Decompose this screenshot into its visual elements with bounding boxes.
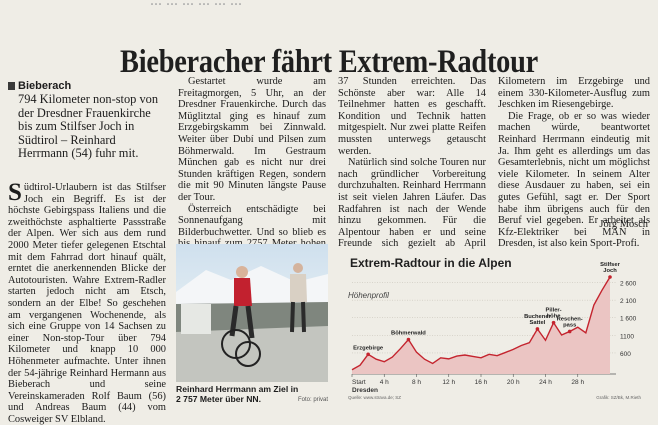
y-tick-label: 600 — [620, 351, 631, 358]
profile-area — [352, 277, 610, 374]
column-3: 37 Stunden erreichten. Das Schönste aber… — [338, 76, 486, 273]
annotation-label: Böhmerwald — [391, 331, 426, 337]
dateline: Bieberach — [8, 80, 71, 92]
column-4-paragraph-2: Die Frage, ob er so was wieder machen wü… — [498, 110, 650, 250]
column-4-paragraph-1: Kilometern im Erzgebirge und einem 330-K… — [498, 76, 650, 111]
annotation-label: Piller-höhe — [546, 308, 562, 320]
headline: Bieberacher fährt Extrem-Radtour — [120, 44, 538, 81]
caption-line-1: Reinhard Herrmann am Ziel in — [176, 384, 299, 394]
x-tick-label: Start — [352, 379, 366, 386]
y-tick-label: 2 100 — [620, 298, 637, 305]
column-2-paragraph-1: Gestartet wurde am Freitagmorgen, 5 Uhr,… — [178, 76, 326, 203]
y-tick-label: 1 600 — [620, 316, 637, 323]
y-tick-label: 2 600 — [620, 281, 637, 288]
annotation-marker — [366, 352, 370, 357]
annotation-marker — [551, 320, 556, 325]
annotation-label: Buchener Sattel — [524, 314, 551, 326]
x-tick-label: 12 h — [442, 379, 455, 386]
annotation-label: Stilfser Joch — [600, 262, 620, 274]
chart-svg: 600 1100 1 600 2 100 2 600 Start 4 h 8 h 12 h 16 … — [351, 262, 637, 394]
annotation-marker — [608, 275, 612, 279]
chart-source: Quelle: www.strava.de; SZ — [348, 395, 402, 400]
dateline-square-icon — [8, 82, 15, 90]
x-tick-label: 4 h — [380, 379, 389, 386]
annotation-marker — [406, 337, 411, 342]
photo-credit: Foto: privat — [297, 397, 328, 403]
annotation-label: Reschen-pass — [557, 316, 583, 328]
chart-credit: Grafik: SZ/Bk, M.Rieth — [596, 395, 641, 400]
drop-cap: S — [8, 179, 22, 206]
photo-illustration — [176, 263, 328, 382]
x-tick-label: 8 h — [412, 379, 421, 386]
column-3-paragraph-1: 37 Stunden erreichten. Das Schönste aber… — [338, 76, 486, 157]
x-tick-label: 20 h — [507, 379, 520, 386]
dateline-text: Bieberach — [18, 80, 72, 92]
y-tick-label: 1100 — [620, 333, 634, 340]
lead-text: 794 Kilometer non-stop von der Dresdner … — [18, 92, 159, 161]
caption-line-2: 2 757 Meter über NN. — [176, 394, 262, 404]
chart-title: Extrem-Radtour in die Alpen — [350, 256, 512, 270]
photo-caption: Reinhard Herrmann am Ziel in 2 757 Meter… — [176, 384, 328, 404]
chart-subtitle: Höhenprofil — [348, 291, 389, 300]
annotation-label: Erzgebirge — [353, 345, 384, 351]
cutoff-previous-article: ... ... ... ... ... ... — [150, 0, 650, 6]
profile-line — [351, 276, 611, 371]
x-tick-label: 16 h — [475, 379, 488, 386]
cyclist-photo — [176, 244, 328, 382]
annotation-marker — [535, 327, 540, 331]
author-signature: Jörg Mosch — [599, 219, 648, 230]
x-tick-label: 24 h — [539, 379, 552, 386]
x-start-label: Dresden — [352, 387, 378, 394]
elevation-chart: Extrem-Radtour in die Alpen Höhenprofil … — [338, 250, 651, 402]
x-tick-label: 28 h — [571, 379, 584, 386]
column-4: Kilometern im Erzgebirge und einem 330-K… — [498, 76, 650, 250]
annotation-marker — [567, 329, 572, 334]
column-1-text: üdtirol-Urlaubern ist das Stilfser Joch … — [8, 182, 166, 425]
